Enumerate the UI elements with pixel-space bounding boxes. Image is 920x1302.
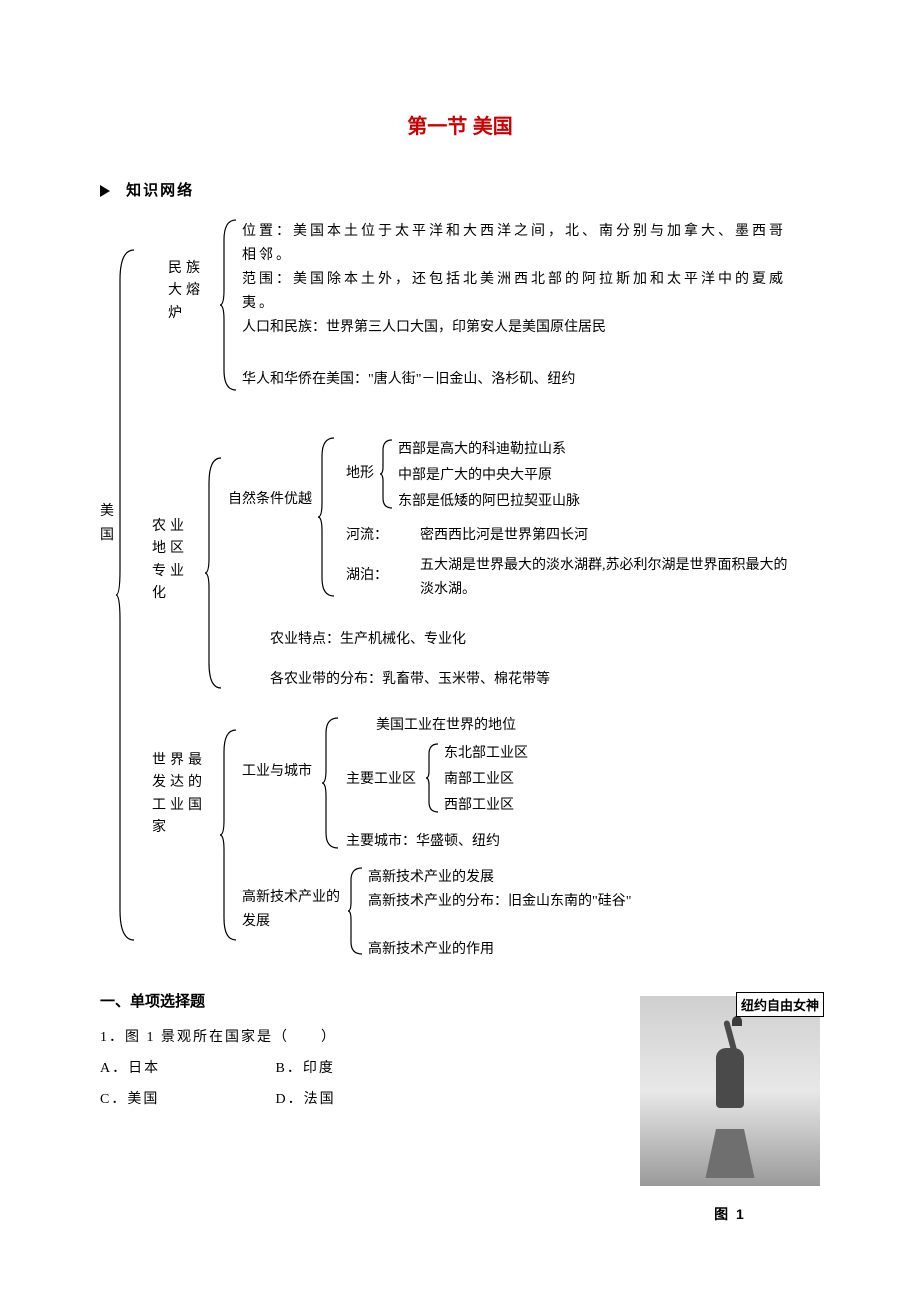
tech-item: 高新技术产业的作用 [368, 938, 494, 962]
brace-icon [426, 744, 440, 812]
statue-base-icon [695, 1108, 765, 1178]
branch1-item: 位置：美国本土位于太平洋和大西洋之间，北、南分别与加拿大、墨西哥相邻。 [242, 220, 802, 268]
page: 第一节 美国 知识网络 美国 民族大熔炉 位置：美国本土位于太平洋和大西洋之间，… [0, 0, 920, 1302]
branch2-label: 农业地区专业化 [152, 519, 188, 601]
brace-icon [116, 250, 136, 940]
brace-icon [318, 438, 336, 596]
q1-opt-a: A．日本 [100, 1054, 270, 1085]
ind-zone-label: 主要工业区 [346, 768, 416, 792]
ind-cities: 主要城市：华盛顿、纽约 [346, 830, 500, 854]
terrain-item: 中部是广大的中央大平原 [398, 464, 552, 488]
ind-zone: 南部工业区 [444, 768, 514, 792]
triangle-icon [100, 185, 110, 197]
branch3-label: 世界最发达的工业国家 [152, 753, 206, 835]
q1-opt-c: C．美国 [100, 1085, 270, 1116]
branch1-label: 民族大熔炉 [168, 261, 204, 321]
river-text: 密西西比河是世界第四长河 [420, 524, 588, 548]
branch-label: 民族大熔炉 [168, 258, 216, 325]
lake-label: 湖泊： [346, 564, 388, 588]
brace-icon [348, 868, 364, 954]
brace-icon [380, 440, 394, 508]
ind-status: 美国工业在世界的地位 [376, 714, 516, 738]
figure-label: 纽约自由女神 [736, 992, 824, 1017]
ind-zone: 西部工业区 [444, 794, 514, 818]
lake-text: 五大湖是世界最大的淡水湖群,苏必利尔湖是世界面积最大的淡水湖。 [420, 554, 800, 602]
ind-label: 工业与城市 [242, 760, 312, 784]
branch1-item: 华人和华侨在美国："唐人街"－旧金山、洛杉矶、纽约 [242, 368, 802, 392]
knowledge-tree: 美国 民族大熔炉 位置：美国本土位于太平洋和大西洋之间，北、南分别与加拿大、墨西… [100, 220, 820, 960]
branch2-belts: 各农业带的分布：乳畜带、玉米带、棉花带等 [270, 668, 550, 692]
statue-torch-icon [732, 1016, 742, 1026]
title-text: 第一节 美国 [407, 116, 513, 138]
brace-icon [205, 458, 223, 688]
terrain-item: 东部是低矮的阿巴拉契亚山脉 [398, 490, 580, 514]
section-knowledge-heading: 知识网络 [100, 179, 820, 200]
q1-stem: 1．图 1 景观所在国家是（ ） [100, 1023, 540, 1054]
figure-1: 纽约自由女神 图 1 [640, 996, 820, 1224]
branch1-item: 范围：美国除本土外，还包括北美洲西北部的阿拉斯加和太平洋中的夏威夷。 [242, 268, 802, 316]
q1-opt-d: D．法国 [276, 1085, 446, 1116]
section-knowledge-label: 知识网络 [126, 182, 194, 199]
branch-label: 世界最发达的工业国家 [152, 750, 216, 840]
tree-root: 美国 [100, 500, 116, 548]
ind-zone: 东北部工业区 [444, 742, 528, 766]
page-title: 第一节 美国 [100, 110, 820, 139]
tech-item: 高新技术产业的分布：旧金山东南的"硅谷" [368, 890, 788, 914]
figure-image [640, 996, 820, 1186]
root-label: 美国 [100, 504, 118, 543]
terrain-label: 地形 [346, 462, 374, 486]
brace-icon [220, 730, 238, 940]
branch2-cond-label: 自然条件优越 [228, 488, 312, 512]
river-label: 河流： [346, 524, 388, 548]
statue-body-icon [716, 1048, 744, 1108]
q1-opt-b: B．印度 [276, 1054, 446, 1085]
branch2-feature: 农业特点：生产机械化、专业化 [270, 628, 466, 652]
brace-icon [220, 220, 238, 390]
question-1: 1．图 1 景观所在国家是（ ） A．日本 B．印度 C．美国 D．法国 [100, 1023, 540, 1115]
figure-caption: 图 1 [640, 1204, 820, 1224]
branch-label: 农业地区专业化 [152, 516, 200, 606]
branch1-item: 人口和民族：世界第三人口大国，印第安人是美国原住居民 [242, 316, 802, 340]
tech-item: 高新技术产业的发展 [368, 866, 494, 890]
tech-label: 高新技术产业的发展 [242, 886, 342, 934]
brace-icon [322, 718, 340, 848]
terrain-item: 西部是高大的科迪勒拉山系 [398, 438, 566, 462]
